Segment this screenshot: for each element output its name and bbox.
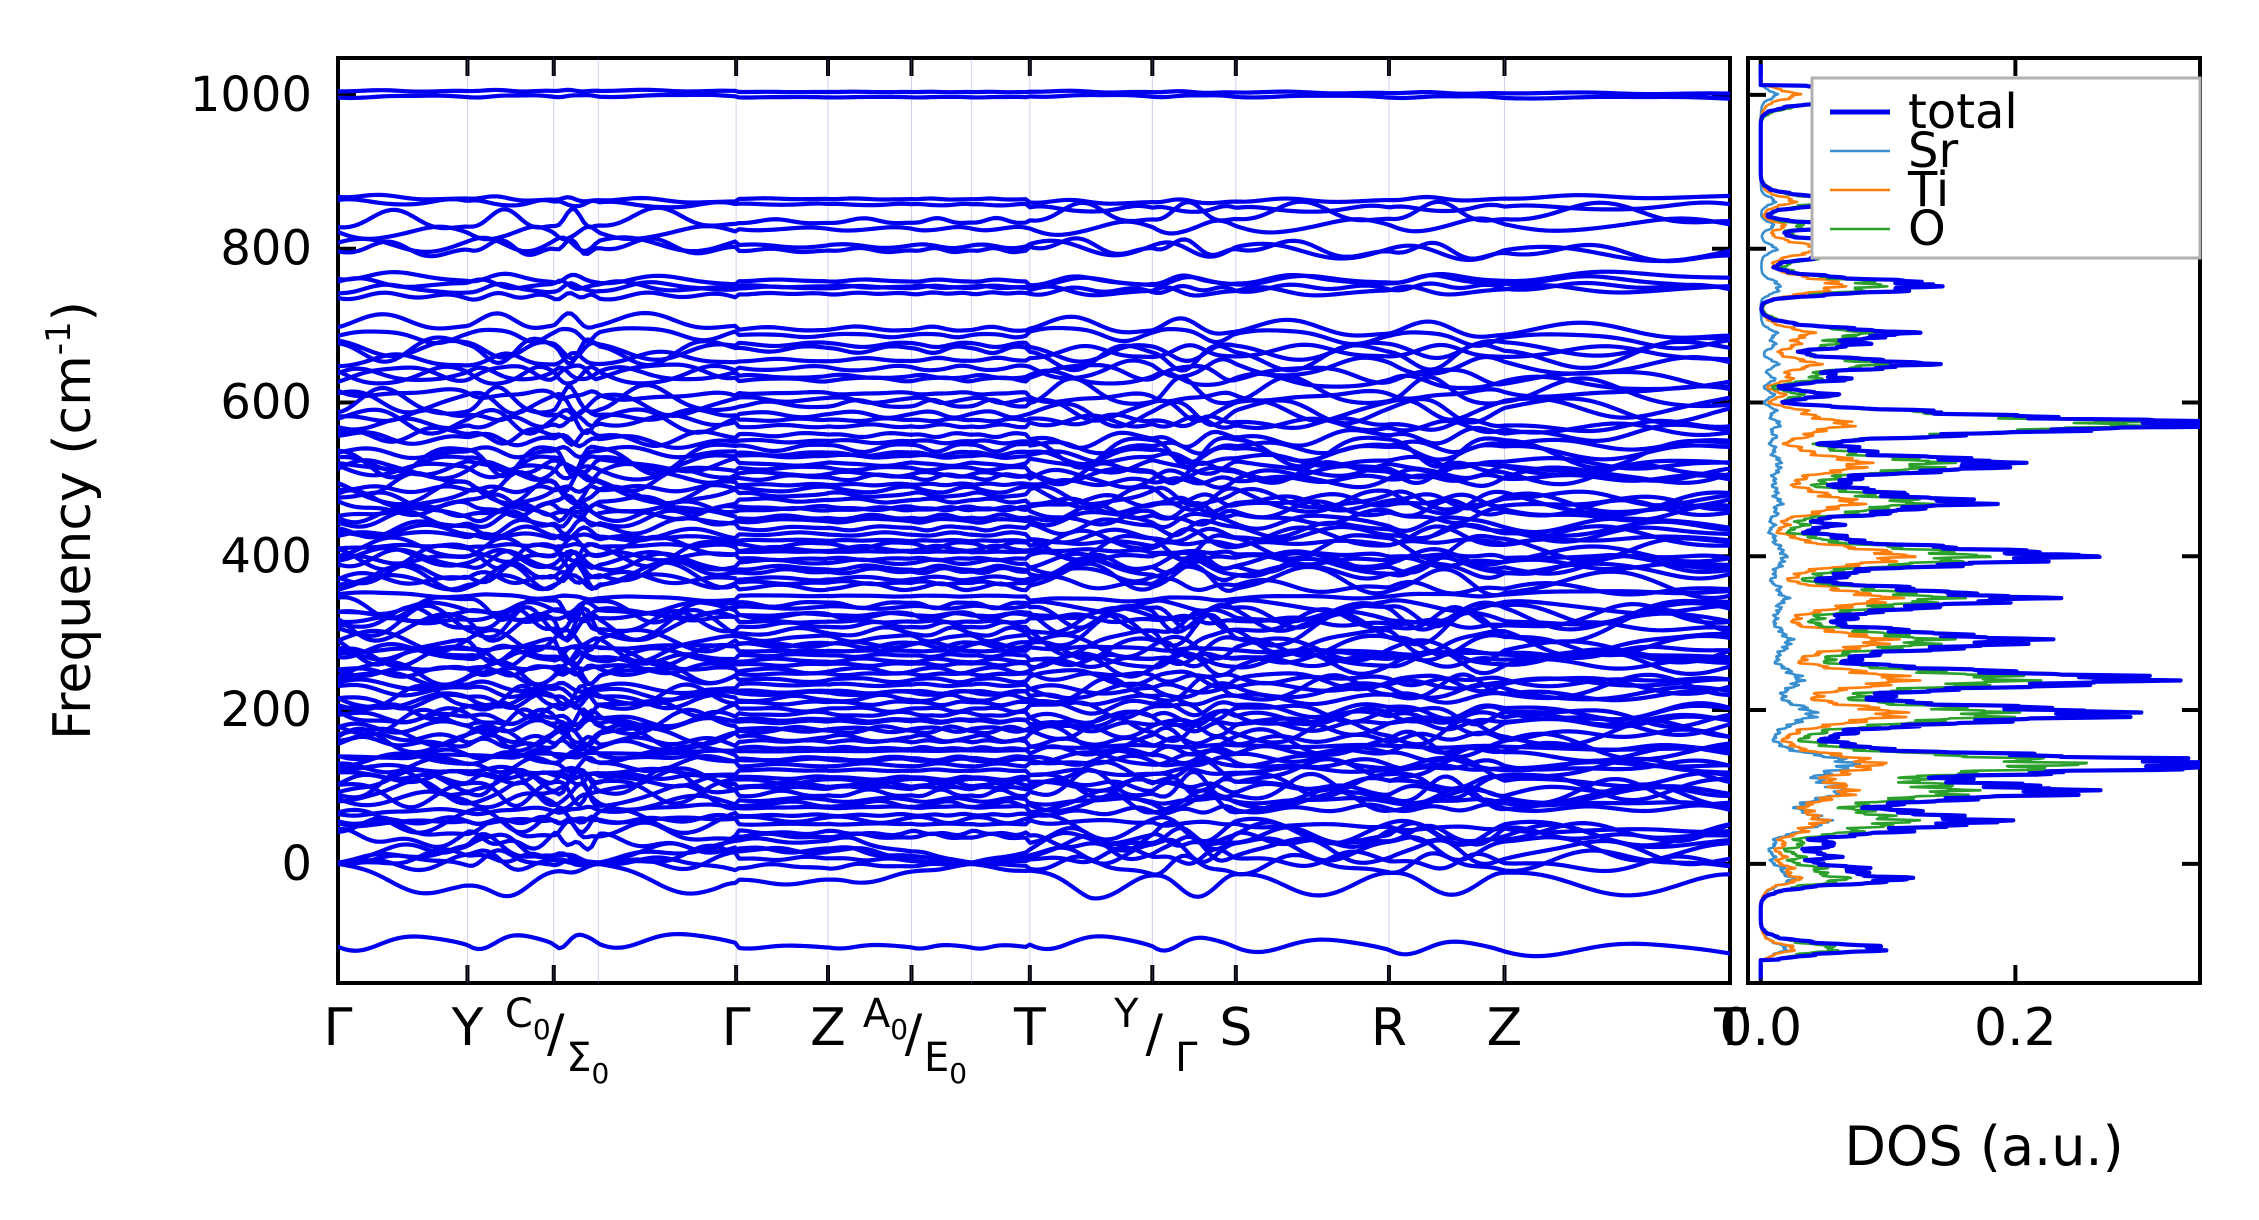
x-tick-label-fraction: Y / Γ xyxy=(1113,991,1198,1081)
x-tick-label: S xyxy=(1219,998,1252,1058)
dos-curve-total xyxy=(1758,62,2200,981)
x-tick-numerator: A0 xyxy=(863,991,908,1046)
band-curve xyxy=(338,92,1730,101)
y-axis-title-group: Frequency (cm-1) xyxy=(39,301,103,740)
band-curve xyxy=(338,778,1730,815)
band-curve xyxy=(338,795,1730,818)
band-curve xyxy=(338,365,1730,392)
x-tick-label: Γ xyxy=(722,998,751,1058)
band-curve xyxy=(338,701,1730,729)
band-curve xyxy=(338,931,1730,959)
band-curve xyxy=(338,544,1730,572)
x-tick-label: R xyxy=(1371,998,1407,1058)
x-tick-label: Z xyxy=(810,998,846,1058)
band-curve xyxy=(338,547,1730,579)
legend-label-Sr: Sr xyxy=(1908,123,1958,179)
y-tick-label: 400 xyxy=(220,528,312,584)
x-tick-label: Y xyxy=(451,998,484,1058)
x-tick-label: T xyxy=(1013,998,1046,1058)
band-curve xyxy=(338,505,1730,535)
band-curve xyxy=(338,710,1730,734)
y-tick-label: 600 xyxy=(220,374,312,430)
band-curves xyxy=(338,87,1730,959)
x-tick-denominator: E0 xyxy=(924,1035,967,1090)
band-panel-frame xyxy=(336,56,1732,985)
band-curve xyxy=(338,744,1730,775)
band-curve xyxy=(338,861,1730,901)
band-curve xyxy=(338,354,1730,386)
x-tick-numerator: Y xyxy=(1113,991,1139,1037)
band-curve xyxy=(338,664,1730,689)
band-curve xyxy=(338,422,1730,450)
dos-curve-Sr xyxy=(1759,63,1862,980)
band-curve xyxy=(338,569,1730,597)
band-curve xyxy=(338,478,1730,517)
band-curve xyxy=(338,199,1730,231)
x-tick-slash: / xyxy=(905,1004,923,1064)
x-tick-label-fraction: C0/Σ0 xyxy=(505,991,609,1090)
y-tick-label: 200 xyxy=(220,682,312,738)
band-curve xyxy=(338,407,1730,434)
band-curve xyxy=(338,197,1730,214)
y-tick-label: 0 xyxy=(281,836,312,892)
legend-label-Ti: Ti xyxy=(1907,162,1949,218)
band-curve xyxy=(338,374,1730,416)
band-curve xyxy=(338,192,1730,206)
band-curve xyxy=(338,235,1730,264)
y-tick-label: 800 xyxy=(220,221,312,277)
dos-x-tick-label: 0.2 xyxy=(1974,998,2057,1058)
dos-curves xyxy=(1758,62,2200,981)
band-curve xyxy=(338,498,1730,530)
band-curve xyxy=(338,806,1730,848)
band-curve xyxy=(338,832,1730,867)
band-curve xyxy=(338,747,1730,772)
band-curve xyxy=(338,280,1730,302)
band-curve xyxy=(338,310,1730,340)
band-curve xyxy=(338,541,1730,561)
band-curve xyxy=(338,87,1730,97)
band-curve xyxy=(338,335,1730,364)
y-axis-title: Frequency (cm-1) xyxy=(39,301,103,740)
band-curve xyxy=(338,822,1730,854)
band-curve xyxy=(338,551,1730,586)
band-curve xyxy=(338,444,1730,471)
x-tick-denominator: Σ0 xyxy=(566,1035,609,1090)
band-curve xyxy=(338,600,1730,627)
legend-label-O: O xyxy=(1908,201,1946,257)
band-curve xyxy=(338,342,1730,369)
y-tick-label: 1000 xyxy=(190,67,312,123)
dos-x-tick-label: 0.0 xyxy=(1719,998,1802,1058)
x-tick-denominator: Γ xyxy=(1175,1035,1198,1081)
x-tick-label-fraction: A0/E0 xyxy=(863,991,967,1090)
x-tick-label: Γ xyxy=(324,998,353,1058)
dos-panel-frame xyxy=(1746,56,2202,985)
x-tick-label: T xyxy=(1713,998,1746,1058)
band-curve xyxy=(338,460,1730,496)
band-curve xyxy=(338,396,1730,436)
band-curve xyxy=(338,430,1730,456)
legend-label-total: total xyxy=(1908,84,2018,140)
band-curve xyxy=(338,676,1730,696)
dos-curve-Ti xyxy=(1759,63,1922,980)
dos-x-axis-title: DOS (a.u.) xyxy=(1844,1115,2123,1178)
x-tick-slash: / xyxy=(547,1004,565,1064)
band-curve xyxy=(338,276,1730,298)
band-curve xyxy=(338,435,1730,480)
x-tick-label: Z xyxy=(1487,998,1523,1058)
band-curve xyxy=(338,784,1730,814)
band-curve xyxy=(338,648,1730,687)
band-curve xyxy=(338,272,1730,296)
band-curve xyxy=(338,216,1730,242)
band-curve xyxy=(338,335,1730,373)
band-curve xyxy=(338,384,1730,405)
x-tick-numerator: C0 xyxy=(505,991,551,1046)
x-tick-slash: / xyxy=(1146,1004,1164,1064)
